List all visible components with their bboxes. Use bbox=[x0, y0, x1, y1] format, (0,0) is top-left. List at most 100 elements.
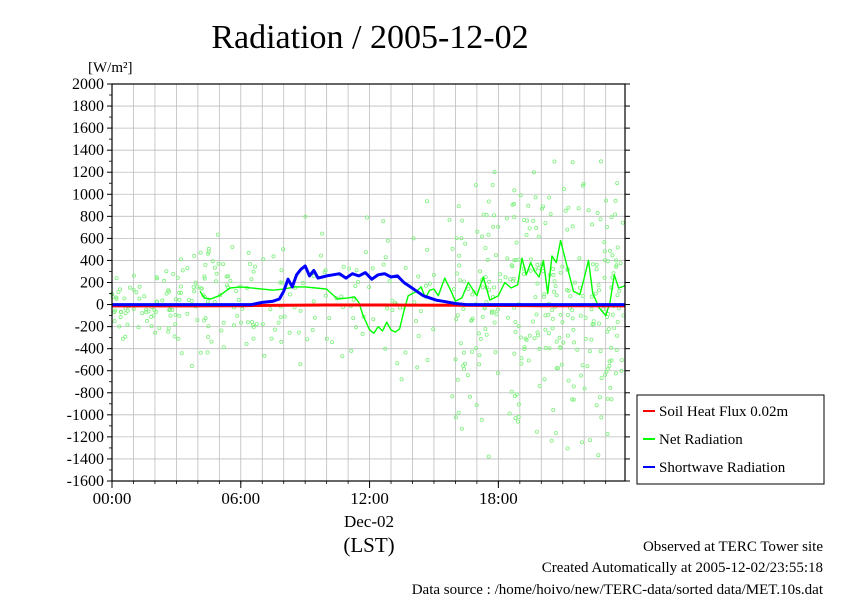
noise-point bbox=[202, 276, 207, 281]
noise-point bbox=[561, 340, 566, 345]
noise-point bbox=[240, 306, 245, 311]
noise-point bbox=[553, 430, 558, 435]
noise-point bbox=[447, 217, 452, 222]
noise-point bbox=[594, 262, 599, 267]
y-tick-label: 800 bbox=[80, 208, 104, 225]
noise-point bbox=[516, 324, 521, 329]
noise-point bbox=[248, 261, 253, 266]
noise-point bbox=[531, 319, 536, 324]
noise-point bbox=[427, 281, 432, 286]
noise-point bbox=[245, 320, 250, 325]
noise-point bbox=[542, 292, 547, 297]
noise-point bbox=[521, 271, 526, 276]
noise-point bbox=[548, 212, 553, 217]
noise-point bbox=[486, 232, 491, 237]
noise-point bbox=[527, 333, 532, 338]
noise-point bbox=[262, 353, 267, 358]
noise-point bbox=[423, 283, 428, 288]
y-tick-label: -1400 bbox=[67, 451, 104, 468]
noise-point bbox=[559, 362, 564, 367]
noise-point bbox=[577, 256, 582, 261]
noise-point bbox=[154, 275, 159, 280]
noise-point bbox=[339, 294, 344, 299]
noise-point bbox=[602, 249, 607, 254]
noise-point bbox=[162, 278, 167, 283]
noise-point bbox=[371, 317, 376, 322]
noise-point bbox=[318, 253, 323, 258]
noise-point bbox=[511, 276, 516, 281]
y-tick-label: 1400 bbox=[72, 142, 104, 159]
noise-point bbox=[320, 231, 325, 236]
noise-point bbox=[566, 378, 571, 383]
noise-point bbox=[503, 275, 508, 280]
x-tick-label: 00:00 bbox=[93, 489, 132, 508]
noise-point bbox=[513, 320, 518, 325]
noise-point bbox=[287, 292, 292, 297]
noise-point bbox=[609, 345, 614, 350]
series-line-1 bbox=[199, 239, 626, 334]
noise-point bbox=[475, 229, 480, 234]
noise-point bbox=[385, 238, 390, 243]
noise-point bbox=[534, 312, 539, 317]
noise-point bbox=[599, 415, 604, 420]
noise-point bbox=[450, 246, 455, 251]
noise-point bbox=[192, 253, 197, 258]
noise-point bbox=[205, 299, 210, 304]
noise-point bbox=[250, 322, 255, 327]
noise-point bbox=[323, 293, 328, 298]
noise-point bbox=[254, 322, 259, 327]
noise-point bbox=[504, 216, 509, 221]
noise-point bbox=[613, 371, 618, 376]
noise-point bbox=[566, 312, 571, 317]
noise-point bbox=[384, 306, 389, 311]
noise-point bbox=[606, 259, 611, 264]
noise-point bbox=[144, 318, 149, 323]
noise-point bbox=[431, 327, 436, 332]
noise-point bbox=[579, 373, 584, 378]
noise-point bbox=[581, 181, 586, 186]
noise-point bbox=[425, 247, 430, 252]
noise-point bbox=[498, 272, 503, 277]
noise-point bbox=[571, 384, 576, 389]
noise-point bbox=[399, 377, 404, 382]
noise-point bbox=[458, 278, 463, 283]
noise-point bbox=[279, 268, 284, 273]
noise-point bbox=[558, 345, 563, 350]
noise-point bbox=[114, 295, 119, 300]
y-tick-label: 1600 bbox=[72, 120, 104, 137]
noise-point bbox=[189, 363, 194, 368]
noise-point bbox=[612, 325, 617, 330]
noise-point bbox=[176, 336, 181, 341]
noise-point bbox=[593, 291, 598, 296]
noise-point bbox=[246, 250, 251, 255]
noise-point bbox=[198, 350, 203, 355]
noise-point bbox=[214, 271, 219, 276]
noise-point bbox=[251, 269, 256, 274]
noise-point bbox=[234, 288, 239, 293]
noise-point bbox=[492, 213, 497, 218]
noise-point bbox=[605, 431, 610, 436]
noise-point bbox=[470, 292, 475, 297]
noise-point bbox=[383, 346, 388, 351]
noise-point bbox=[403, 265, 408, 270]
noise-point bbox=[489, 309, 494, 314]
noise-point bbox=[195, 317, 200, 322]
noise-point bbox=[598, 217, 603, 222]
noise-point bbox=[179, 351, 184, 356]
noise-point bbox=[272, 327, 277, 332]
noise-point bbox=[166, 326, 171, 331]
noise-point bbox=[117, 324, 122, 329]
noise-point bbox=[516, 257, 521, 262]
noise-point bbox=[480, 314, 485, 319]
noise-point bbox=[424, 199, 429, 204]
noise-point bbox=[487, 279, 492, 284]
noise-point bbox=[615, 293, 620, 298]
noise-point bbox=[524, 232, 529, 237]
noise-point bbox=[210, 259, 215, 264]
noise-point bbox=[532, 336, 537, 341]
noise-point bbox=[546, 312, 551, 317]
legend-label: Net Radiation bbox=[659, 432, 743, 448]
noise-point bbox=[189, 298, 194, 303]
noise-point bbox=[118, 315, 123, 320]
noise-point bbox=[586, 208, 591, 213]
